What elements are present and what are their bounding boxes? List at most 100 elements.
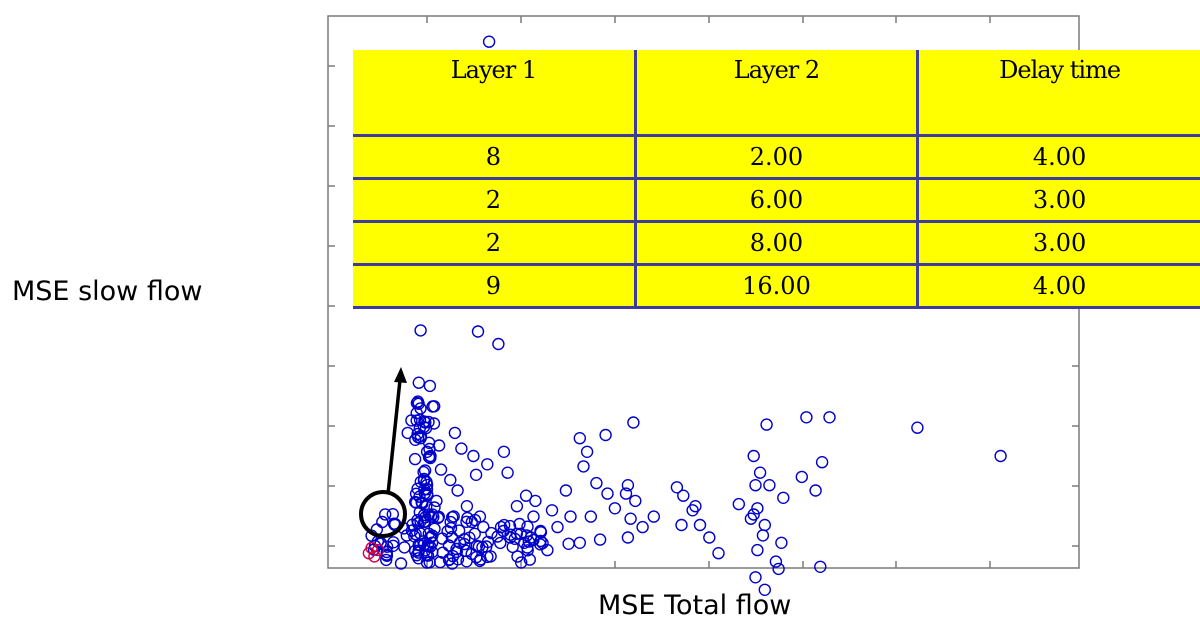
table-row: 2 6.00 3.00 xyxy=(353,177,1200,223)
cluster-point xyxy=(426,545,439,559)
data-point xyxy=(769,555,783,568)
cluster-point xyxy=(434,555,447,569)
data-point xyxy=(451,484,464,497)
data-point xyxy=(551,520,564,534)
cluster-point xyxy=(426,508,439,521)
cluster-point xyxy=(417,508,431,522)
data-point xyxy=(423,379,437,393)
table-cell: 2 xyxy=(353,220,637,266)
cluster-point xyxy=(506,540,519,554)
table-cell: 2.00 xyxy=(633,134,920,180)
data-point xyxy=(471,325,485,338)
data-point xyxy=(619,487,633,500)
data-point xyxy=(756,529,770,542)
data-point xyxy=(529,494,542,508)
data-point xyxy=(408,452,422,466)
data-point xyxy=(601,487,614,500)
table-cell: 4.00 xyxy=(916,134,1200,180)
data-point xyxy=(621,531,635,544)
cluster-point xyxy=(376,515,389,529)
y-axis-label: MSE slow flow xyxy=(12,276,203,307)
cluster-point xyxy=(447,510,460,523)
data-point xyxy=(494,520,508,534)
cluster-point xyxy=(446,557,459,570)
cluster-point xyxy=(418,487,431,500)
highlight-circle xyxy=(359,490,407,538)
data-point xyxy=(573,536,586,549)
cluster-point xyxy=(426,400,439,413)
data-point xyxy=(519,489,533,502)
cluster-point xyxy=(421,549,435,562)
data-point xyxy=(534,526,548,539)
data-point xyxy=(751,543,764,557)
data-point xyxy=(430,494,443,508)
header-layer-1: Layer 1 xyxy=(353,50,637,137)
cluster-point xyxy=(443,553,456,566)
data-point xyxy=(577,460,590,473)
data-point xyxy=(444,473,457,487)
table-cell: 8 xyxy=(353,134,637,180)
cluster-point xyxy=(470,551,483,564)
cluster-point xyxy=(394,557,408,570)
data-point xyxy=(994,449,1007,463)
data-point xyxy=(747,508,760,521)
parameter-table: Layer 1 Layer 2 Delay time 8 2.00 4.00 2… xyxy=(353,50,1200,309)
table-cell: 9 xyxy=(353,263,637,309)
data-point xyxy=(800,411,813,424)
cluster-point xyxy=(414,475,427,488)
data-point xyxy=(593,533,607,546)
data-point xyxy=(455,442,468,455)
data-point xyxy=(467,449,480,463)
data-point xyxy=(473,510,487,523)
data-point xyxy=(772,562,785,576)
data-point xyxy=(510,500,524,513)
table-row: 9 16.00 4.00 xyxy=(353,263,1200,309)
data-point xyxy=(504,531,517,544)
cluster-point xyxy=(379,508,392,521)
cluster-point xyxy=(494,536,507,550)
data-point xyxy=(608,502,622,515)
table-cell: 6.00 xyxy=(633,177,920,223)
table-row: 8 2.00 4.00 xyxy=(353,134,1200,180)
data-point xyxy=(647,510,660,523)
cluster-point xyxy=(424,451,437,465)
data-point xyxy=(527,510,540,523)
cluster-point xyxy=(380,545,393,559)
data-point xyxy=(627,416,640,429)
cluster-point xyxy=(409,433,422,446)
cluster-point xyxy=(422,450,436,464)
cluster-point xyxy=(461,511,474,525)
cluster-point xyxy=(380,549,394,562)
data-point xyxy=(751,502,764,515)
data-point xyxy=(492,337,505,351)
cluster-point xyxy=(473,554,486,568)
cluster-point xyxy=(441,525,454,538)
data-point xyxy=(686,504,699,517)
cluster-point xyxy=(485,526,498,540)
data-point xyxy=(760,418,773,431)
cluster-point xyxy=(468,527,481,540)
data-point xyxy=(559,484,573,497)
data-point xyxy=(823,411,836,424)
annotation-arrow-shaft xyxy=(386,379,402,495)
cluster-point xyxy=(511,550,524,563)
cluster-point xyxy=(414,527,427,540)
data-point xyxy=(541,543,554,557)
cluster-point xyxy=(515,556,528,569)
data-point xyxy=(749,479,762,492)
data-point xyxy=(497,445,511,458)
data-point xyxy=(419,416,432,429)
data-point xyxy=(599,428,612,442)
data-point xyxy=(795,470,808,484)
data-point xyxy=(749,571,762,584)
data-point xyxy=(753,466,767,479)
data-point xyxy=(712,547,725,560)
cluster-point xyxy=(411,427,424,441)
data-point xyxy=(368,550,381,563)
data-point xyxy=(580,445,594,458)
cluster-point xyxy=(405,524,419,537)
data-point xyxy=(703,531,716,544)
cluster-point xyxy=(424,510,438,523)
data-point xyxy=(432,439,446,452)
data-point xyxy=(482,35,496,48)
